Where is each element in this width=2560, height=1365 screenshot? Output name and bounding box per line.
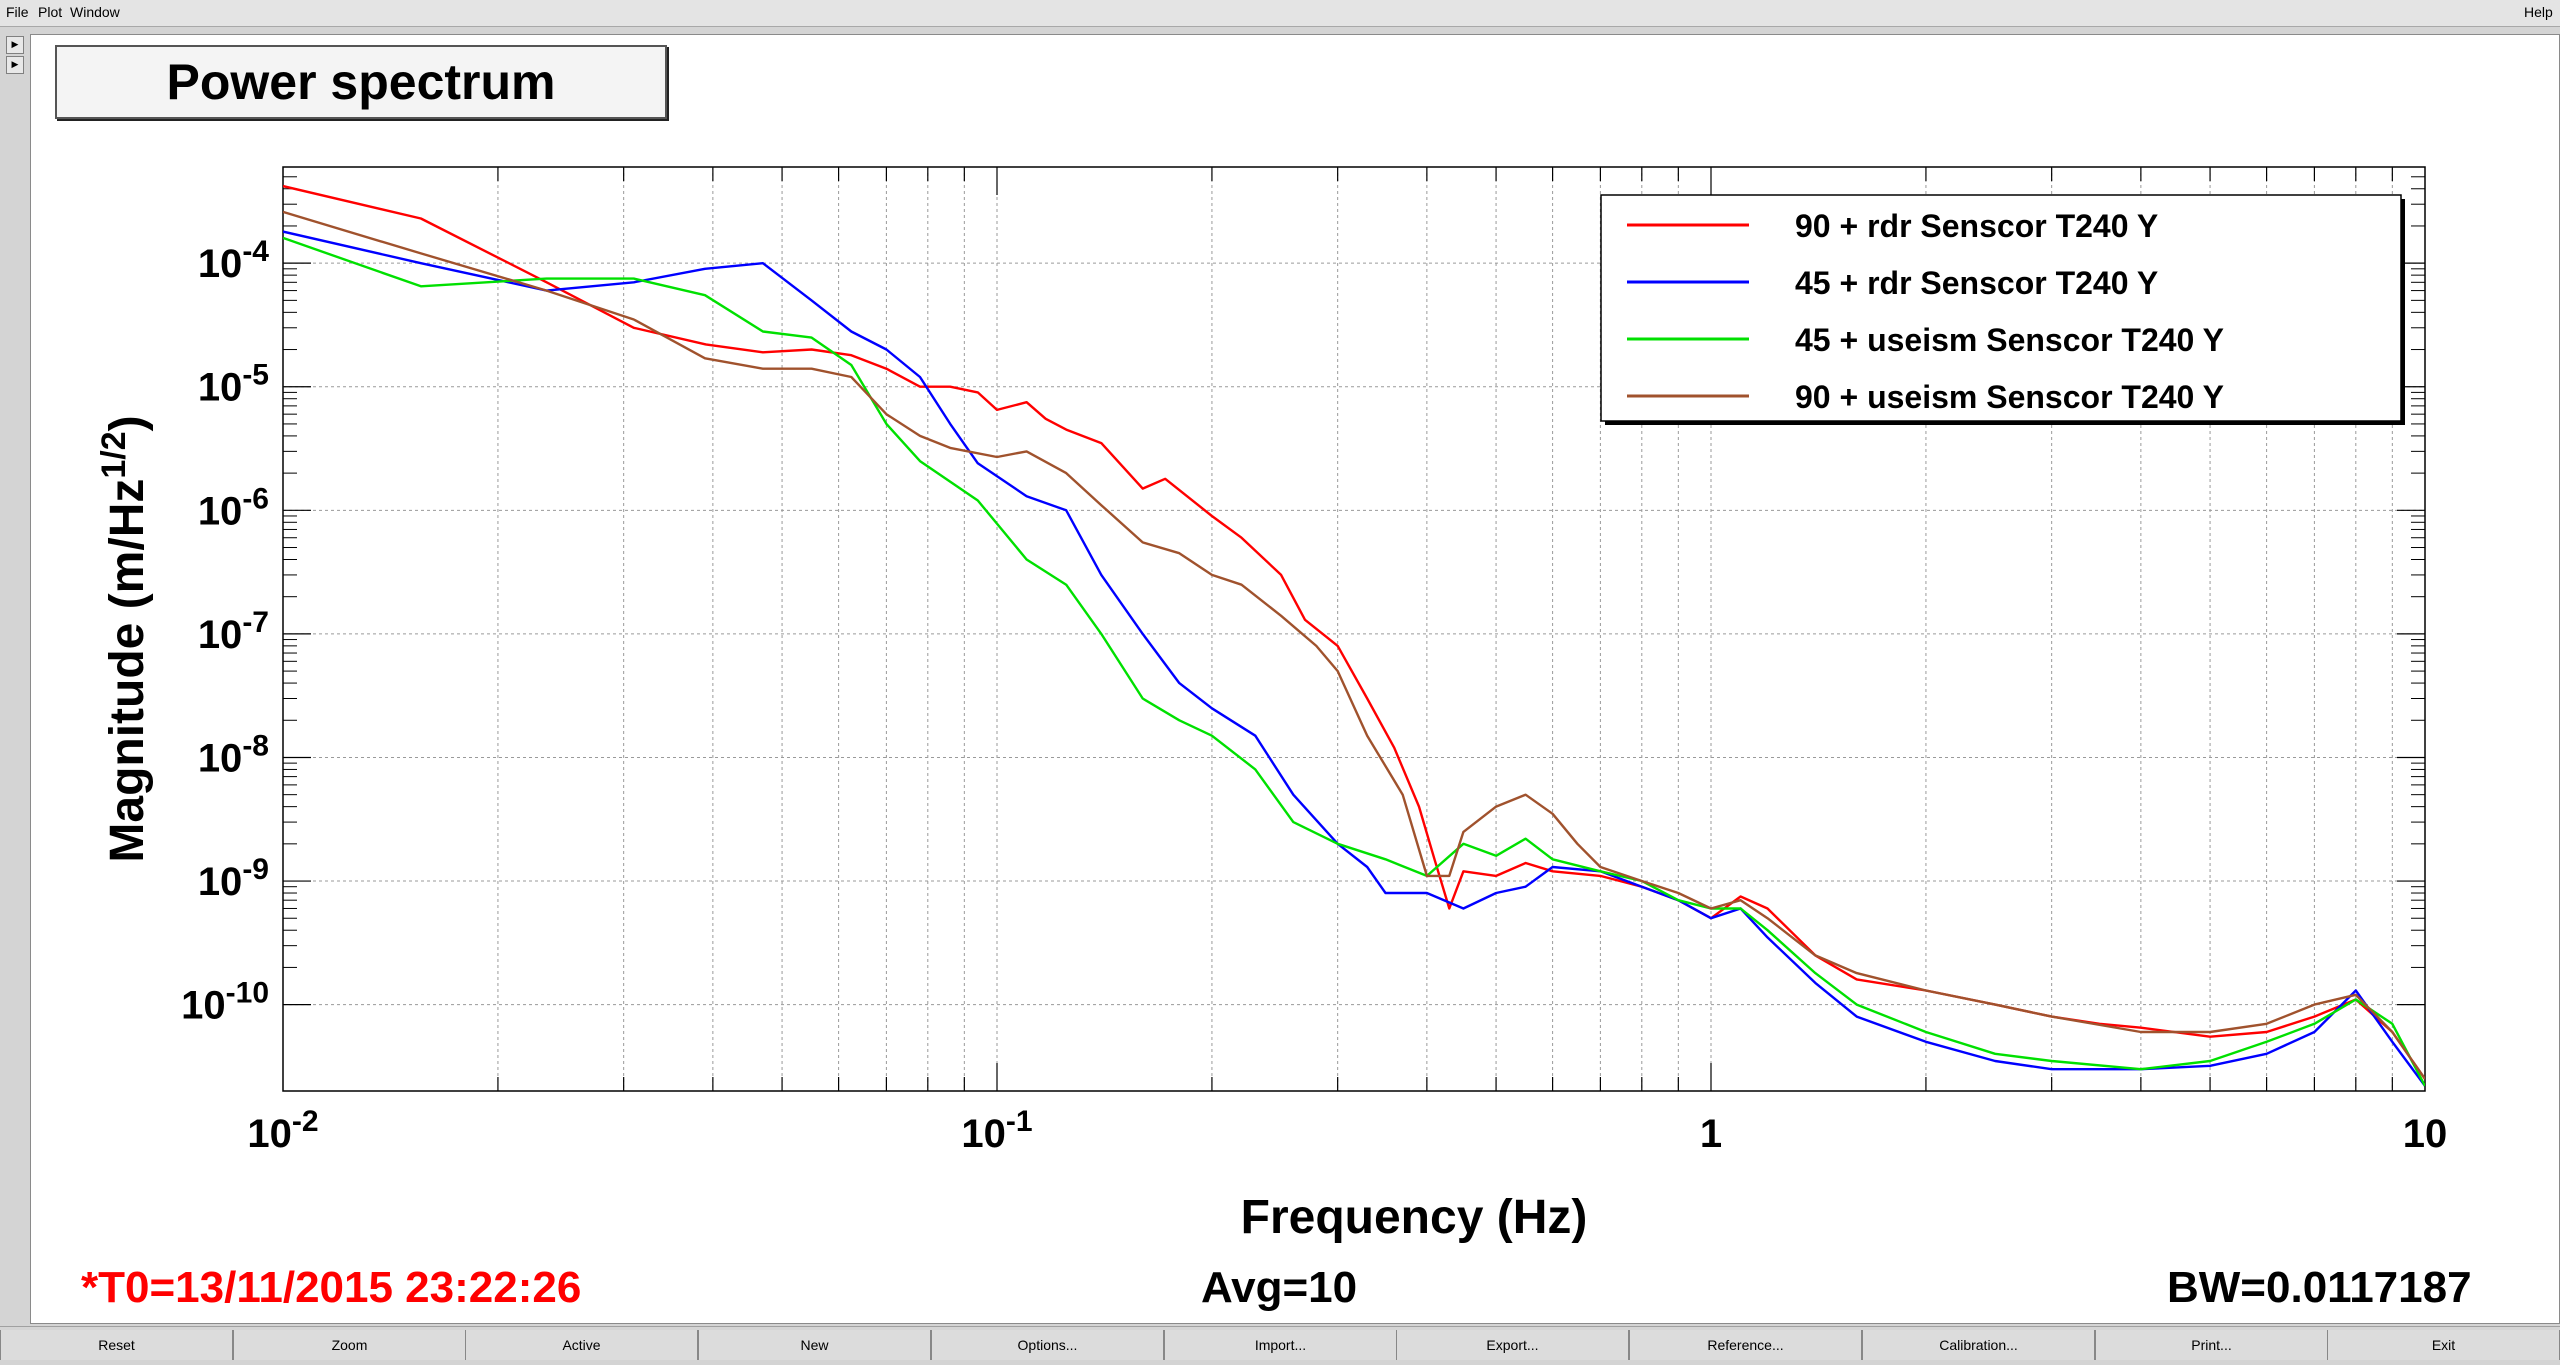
y-tick-label: 10-7	[198, 606, 269, 657]
toolbar-button-calibration[interactable]: Calibration...	[1862, 1330, 2095, 1360]
power-spectrum-chart[interactable]: 10-10 10-9 10-8 10-7 10-6 10-5 10-4 10-2 10-1 1 10…	[31, 35, 2559, 1323]
series-line-2	[283, 230, 2425, 1087]
series-line-3	[283, 236, 2425, 1087]
series-line-4	[283, 210, 2425, 1080]
legend-entry-1: 90 + rdr Senscor T240 Y	[1795, 208, 2158, 244]
page-title: Power spectrum	[55, 45, 667, 119]
legend-entry-3: 45 + useism Senscor T240 Y	[1795, 322, 2224, 358]
menu-help[interactable]: Help	[2524, 4, 2553, 20]
toolbar-button-export[interactable]: Export...	[1396, 1330, 1629, 1360]
toolbar-button-import[interactable]: Import...	[1164, 1330, 1397, 1360]
y-axis-label: Magnitude (m/Hz1/2)	[95, 415, 154, 862]
toolbar-button-active[interactable]: Active	[465, 1330, 698, 1360]
legend-entry-4: 90 + useism Senscor T240 Y	[1795, 379, 2224, 415]
legend-box	[1600, 194, 2402, 422]
toolbar-button-reset[interactable]: Reset	[0, 1330, 233, 1360]
x-tick-label: 10-2	[247, 1105, 318, 1156]
average-count: Avg=10	[1201, 1263, 1358, 1312]
y-tick-label: 10-6	[198, 482, 269, 533]
y-tick-label: 10-5	[198, 359, 269, 410]
menu-file[interactable]: File	[6, 4, 29, 20]
y-tick-label: 10-9	[198, 853, 269, 904]
x-tick-label: 10-1	[961, 1105, 1032, 1156]
right-arrow-icon[interactable]: ▶	[6, 36, 24, 54]
y-tick-label: 10-10	[181, 977, 269, 1028]
toolbar-button-exit[interactable]: Exit	[2327, 1330, 2560, 1360]
bottom-toolbar: Reset Zoom Active New Options... Import... Exp…	[0, 1326, 2560, 1365]
right-arrow-icon[interactable]: ▶	[6, 56, 24, 74]
x-axis-label: Frequency (Hz)	[1241, 1191, 1588, 1244]
y-tick-label: 10-4	[198, 235, 269, 286]
x-tick-label: 1	[1700, 1112, 1722, 1156]
plot-canvas[interactable]: Power spectrum 10-10 10-9 10-8 10-7 10-6 10-5…	[30, 34, 2560, 1324]
menu-window[interactable]: Window	[70, 4, 120, 20]
toolbar-button-reference[interactable]: Reference...	[1629, 1330, 1862, 1360]
toolbar-button-print[interactable]: Print...	[2095, 1330, 2328, 1360]
pad-scroll-arrows: ▶ ▶	[6, 36, 26, 76]
toolbar-button-zoom[interactable]: Zoom	[233, 1330, 466, 1360]
menu-bar: File Plot Window Help	[0, 0, 2560, 27]
y-tick-label: 10-8	[198, 729, 269, 780]
t0-timestamp: *T0=13/11/2015 23:22:26	[81, 1263, 582, 1312]
toolbar-button-new[interactable]: New	[698, 1330, 931, 1360]
menu-plot[interactable]: Plot	[38, 4, 63, 20]
bandwidth-readout: BW=0.0117187	[2167, 1263, 2472, 1312]
x-tick-label: 10	[2403, 1112, 2448, 1156]
legend-entry-2: 45 + rdr Senscor T240 Y	[1795, 265, 2158, 301]
toolbar-button-options[interactable]: Options...	[931, 1330, 1164, 1360]
